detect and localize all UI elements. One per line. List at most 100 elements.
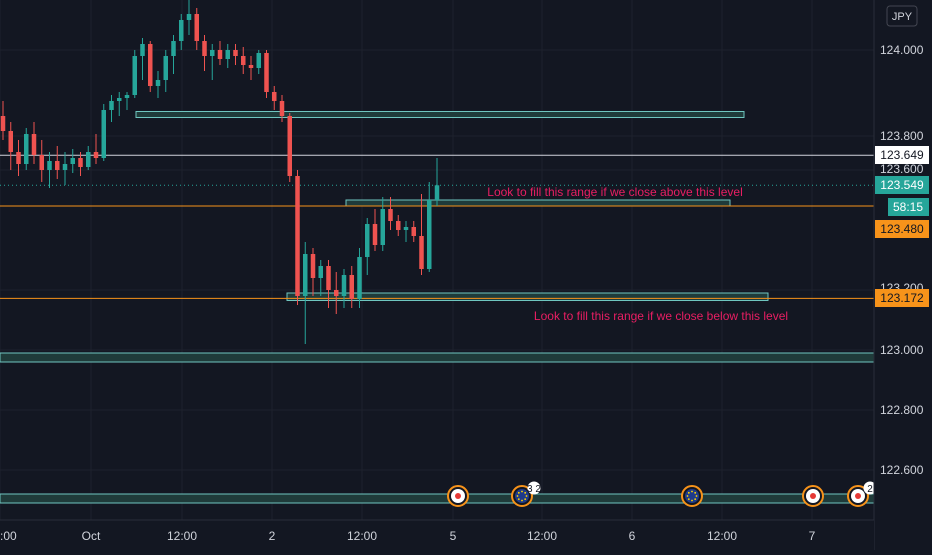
eu-star-2-6 bbox=[691, 490, 693, 493]
candle-body-21 bbox=[163, 56, 168, 80]
candle-body-30 bbox=[233, 50, 238, 56]
price-tick-122600: 122.600 bbox=[880, 463, 924, 477]
zone-rect-1[interactable] bbox=[345, 199, 731, 207]
candle-body-54 bbox=[419, 236, 424, 269]
candle-body-37 bbox=[287, 116, 292, 176]
candle-52 bbox=[403, 221, 409, 242]
price-tick-123000: 123.000 bbox=[880, 343, 924, 357]
candle-body-14 bbox=[109, 101, 114, 110]
candle-19 bbox=[148, 41, 153, 92]
candle-38 bbox=[295, 170, 300, 305]
candle-body-9 bbox=[70, 158, 75, 164]
level-label-white[interactable]: 123.649 bbox=[875, 146, 929, 164]
countdown-text: 58:15 bbox=[893, 200, 923, 214]
grid-lines bbox=[0, 0, 874, 520]
candle-12 bbox=[93, 134, 99, 164]
eu-star-1-1 bbox=[524, 498, 527, 501]
time-label-2: 12:00 bbox=[167, 529, 197, 543]
event-marker-1[interactable]: 3 2 bbox=[511, 481, 541, 507]
candle-3 bbox=[24, 128, 29, 170]
candle-22 bbox=[171, 35, 176, 74]
current-price-text: 123.549 bbox=[880, 178, 924, 192]
candle-51 bbox=[396, 215, 401, 236]
candle-body-1 bbox=[8, 131, 13, 152]
candle-body-10 bbox=[78, 158, 83, 167]
candle-50 bbox=[388, 197, 393, 230]
eu-star-2-4 bbox=[686, 495, 689, 497]
time-axis[interactable]: :00 Oct 12:00 2 12:00 5 12:00 6 12:00 7 bbox=[0, 519, 874, 550]
current-price-label[interactable]: 123.549 bbox=[875, 176, 929, 194]
candle-body-31 bbox=[241, 56, 246, 65]
level-label-orange-upper[interactable]: 123.480 bbox=[875, 220, 929, 238]
zone-rect-4[interactable] bbox=[0, 493, 875, 504]
candle-body-48 bbox=[372, 224, 378, 245]
candle-body-16 bbox=[124, 95, 130, 98]
eu-star-1-5 bbox=[517, 491, 520, 494]
candle-5 bbox=[39, 140, 44, 182]
candle-45 bbox=[349, 266, 354, 308]
japan-flag-dot-3 bbox=[810, 493, 816, 499]
eu-star-2-2 bbox=[691, 499, 693, 502]
economic-event-markers[interactable]: 3 2 2 bbox=[447, 481, 877, 507]
candle-46 bbox=[357, 248, 362, 308]
candle-body-38 bbox=[295, 176, 300, 296]
candle-body-33 bbox=[256, 53, 261, 68]
candle-25 bbox=[194, 8, 199, 50]
japan-flag-dot-0 bbox=[455, 493, 461, 499]
candle-34 bbox=[264, 50, 269, 98]
candle-26 bbox=[202, 35, 207, 71]
candle-body-20 bbox=[155, 80, 161, 86]
currency-badge[interactable]: JPY bbox=[886, 5, 918, 27]
candle-body-3 bbox=[24, 134, 29, 164]
candle-body-18 bbox=[140, 44, 145, 56]
event-count-text-4: 2 bbox=[867, 484, 873, 495]
annotations: Look to fill this range if we close abov… bbox=[487, 185, 788, 323]
candle-10 bbox=[78, 152, 83, 176]
time-label-oct: Oct bbox=[82, 529, 101, 543]
level-label-white-text: 123.649 bbox=[880, 148, 924, 162]
candle-28 bbox=[217, 41, 223, 65]
candle-body-56 bbox=[434, 185, 440, 200]
zone-rect-0[interactable] bbox=[135, 111, 745, 118]
event-marker-0[interactable] bbox=[447, 485, 469, 507]
candlestick-series bbox=[0, 0, 440, 344]
candle-body-46 bbox=[357, 257, 362, 299]
level-label-orange-lower[interactable]: 123.172 bbox=[875, 289, 929, 307]
price-tick-123800: 123.800 bbox=[880, 129, 924, 143]
candle-body-2 bbox=[16, 152, 21, 164]
candle-body-11 bbox=[86, 152, 91, 167]
candle-41 bbox=[318, 260, 323, 296]
event-marker-4[interactable]: 2 bbox=[847, 481, 877, 507]
candle-1 bbox=[8, 122, 13, 170]
event-count-text-1: 3 2 bbox=[527, 484, 541, 495]
eu-star-1-4 bbox=[516, 495, 519, 497]
candle-body-45 bbox=[349, 275, 354, 299]
candle-body-36 bbox=[279, 101, 285, 116]
candle-0 bbox=[0, 101, 6, 140]
candle-body-24 bbox=[186, 14, 192, 20]
event-marker-3[interactable] bbox=[802, 485, 824, 507]
candle-body-26 bbox=[202, 41, 207, 56]
candle-body-17 bbox=[132, 56, 137, 95]
candle-14 bbox=[109, 95, 114, 122]
zone-rect-2[interactable] bbox=[286, 292, 769, 301]
candle-body-8 bbox=[62, 164, 68, 170]
eu-star-2-7 bbox=[694, 491, 697, 494]
candle-53 bbox=[411, 221, 416, 242]
event-count-badge-1 bbox=[527, 481, 541, 495]
candle-42 bbox=[326, 260, 331, 308]
candle-54 bbox=[419, 194, 424, 275]
candle-body-43 bbox=[334, 290, 339, 296]
candle-body-52 bbox=[403, 227, 409, 230]
candle-body-49 bbox=[380, 209, 385, 245]
event-marker-2[interactable] bbox=[681, 485, 703, 507]
zone-rect-3[interactable] bbox=[0, 352, 875, 363]
eu-star-2-5 bbox=[687, 491, 690, 494]
annotation-upper: Look to fill this range if we close abov… bbox=[487, 185, 742, 199]
price-axis[interactable]: JPY 124.000 123.800 123.600 123.200 123.… bbox=[873, 0, 932, 550]
candle-body-13 bbox=[101, 110, 106, 158]
candle-31 bbox=[241, 47, 246, 74]
time-label-7: 6 bbox=[629, 529, 636, 543]
